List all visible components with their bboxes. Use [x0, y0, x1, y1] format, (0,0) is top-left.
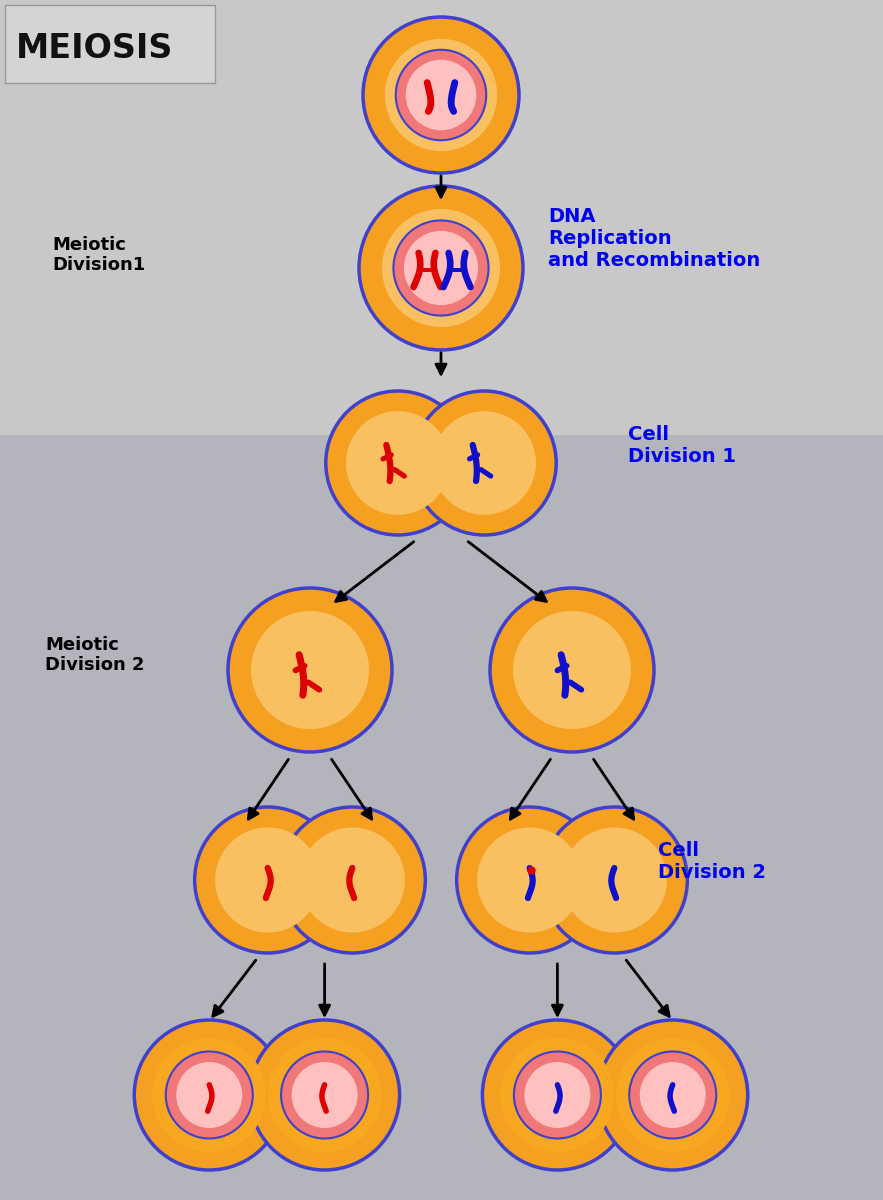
Circle shape [228, 588, 392, 752]
Text: DNA
Replication
and Recombination: DNA Replication and Recombination [548, 206, 760, 270]
Circle shape [433, 412, 536, 515]
Circle shape [412, 391, 556, 535]
Circle shape [477, 828, 582, 932]
Text: Meiotic
Division1: Meiotic Division1 [52, 235, 145, 275]
Circle shape [215, 828, 321, 932]
Ellipse shape [499, 818, 645, 942]
Circle shape [134, 1020, 284, 1170]
Circle shape [525, 1062, 591, 1128]
Circle shape [514, 1051, 601, 1139]
Circle shape [501, 1038, 615, 1152]
Circle shape [359, 186, 523, 350]
Circle shape [640, 1062, 706, 1128]
Circle shape [598, 1020, 748, 1170]
Circle shape [482, 1020, 632, 1170]
Circle shape [457, 806, 603, 953]
Circle shape [194, 806, 341, 953]
Circle shape [562, 828, 667, 932]
Circle shape [405, 60, 476, 131]
Circle shape [541, 806, 687, 953]
Ellipse shape [237, 818, 383, 942]
Circle shape [166, 1051, 253, 1139]
Bar [0, 0, 883, 434]
Circle shape [268, 1038, 381, 1152]
Circle shape [396, 49, 487, 140]
Circle shape [250, 1020, 400, 1170]
Circle shape [346, 412, 449, 515]
Circle shape [279, 806, 426, 953]
Circle shape [630, 1051, 716, 1139]
Circle shape [382, 209, 500, 328]
Text: Cell
Division 2: Cell Division 2 [658, 841, 766, 882]
Circle shape [300, 828, 405, 932]
Circle shape [385, 38, 497, 151]
Circle shape [291, 1062, 358, 1128]
Circle shape [615, 1038, 729, 1152]
FancyBboxPatch shape [5, 5, 215, 83]
Circle shape [513, 611, 631, 730]
Circle shape [251, 611, 369, 730]
Text: MEIOSIS: MEIOSIS [16, 31, 173, 65]
Bar [0, 434, 883, 1200]
Circle shape [281, 1051, 368, 1139]
Text: Cell
Division 1: Cell Division 1 [628, 425, 736, 466]
Circle shape [394, 221, 488, 316]
Circle shape [177, 1062, 242, 1128]
Circle shape [490, 588, 654, 752]
Circle shape [152, 1038, 267, 1152]
Circle shape [404, 230, 478, 305]
Text: Meiotic
Division 2: Meiotic Division 2 [45, 636, 145, 674]
Circle shape [363, 17, 519, 173]
Ellipse shape [369, 402, 513, 524]
Circle shape [326, 391, 470, 535]
